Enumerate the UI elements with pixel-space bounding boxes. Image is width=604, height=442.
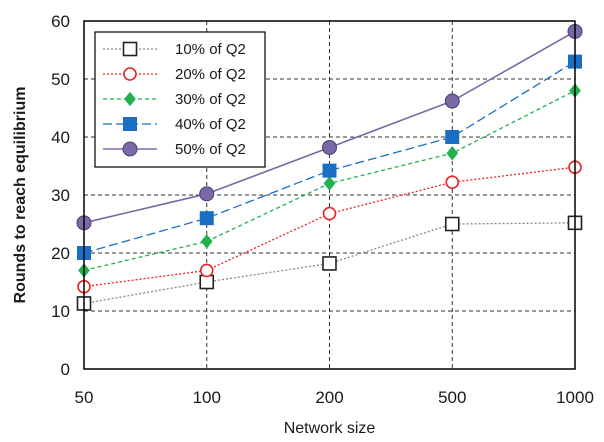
x-tick-label: 50 (75, 388, 94, 407)
legend-item: 40% of Q2 (103, 116, 246, 133)
legend-item: 20% of Q2 (103, 66, 246, 83)
y-tick-label: 40 (51, 128, 70, 147)
legend-item: 10% of Q2 (103, 41, 246, 58)
data-point (444, 216, 460, 232)
data-point (445, 130, 460, 144)
y-tick-labels: 0 10 20 30 40 50 60 (51, 12, 70, 379)
data-point (446, 145, 459, 161)
data-point (199, 263, 214, 278)
series-5 (76, 23, 583, 231)
legend-label: 20% of Q2 (175, 66, 246, 83)
legend-marker (122, 41, 138, 57)
legend-label: 10% of Q2 (175, 41, 246, 58)
data-point (445, 175, 460, 190)
y-tick-label: 10 (51, 302, 70, 321)
legend-marker (123, 67, 137, 81)
data-point (199, 211, 214, 226)
y-tick-label: 0 (61, 360, 70, 379)
plot-frame (83, 20, 576, 370)
legend-marker (122, 141, 138, 157)
legend-item: 30% of Q2 (103, 91, 246, 108)
legend-item: 50% of Q2 (103, 141, 246, 158)
grid-lines (84, 21, 575, 369)
data-point (322, 139, 337, 155)
x-tick-label: 500 (438, 388, 466, 407)
x-tick-label: 100 (193, 388, 221, 407)
data-point (323, 176, 336, 191)
series-2 (77, 160, 582, 294)
x-tick-labels: 50 100 200 500 1000 (75, 388, 594, 407)
x-tick-label: 200 (315, 388, 343, 407)
legend-label: 50% of Q2 (175, 141, 246, 158)
legend-label: 30% of Q2 (175, 91, 246, 108)
data-point (200, 234, 213, 249)
data-point (322, 163, 337, 178)
series-line (83, 61, 576, 254)
data-point (199, 274, 215, 290)
y-tick-label: 30 (51, 186, 70, 205)
y-tick-label: 50 (51, 70, 70, 89)
data-point (199, 186, 215, 202)
series-group (76, 23, 583, 311)
y-tick-label: 20 (51, 244, 70, 263)
data-point (322, 256, 337, 271)
legend-marker (124, 91, 136, 107)
x-tick-label: 1000 (556, 388, 594, 407)
y-tick-label: 60 (51, 12, 70, 31)
data-point (322, 206, 337, 221)
data-point (444, 93, 460, 109)
y-axis-title: Rounds to reach equilibrium (12, 87, 29, 304)
legend-label: 40% of Q2 (175, 116, 246, 133)
legend-box (94, 31, 266, 168)
legend-marker (123, 117, 137, 131)
legend: 10% of Q2 20% of Q2 30% of Q2 40% of Q2 50% … (94, 31, 266, 168)
x-axis-title: Network size (284, 420, 376, 437)
